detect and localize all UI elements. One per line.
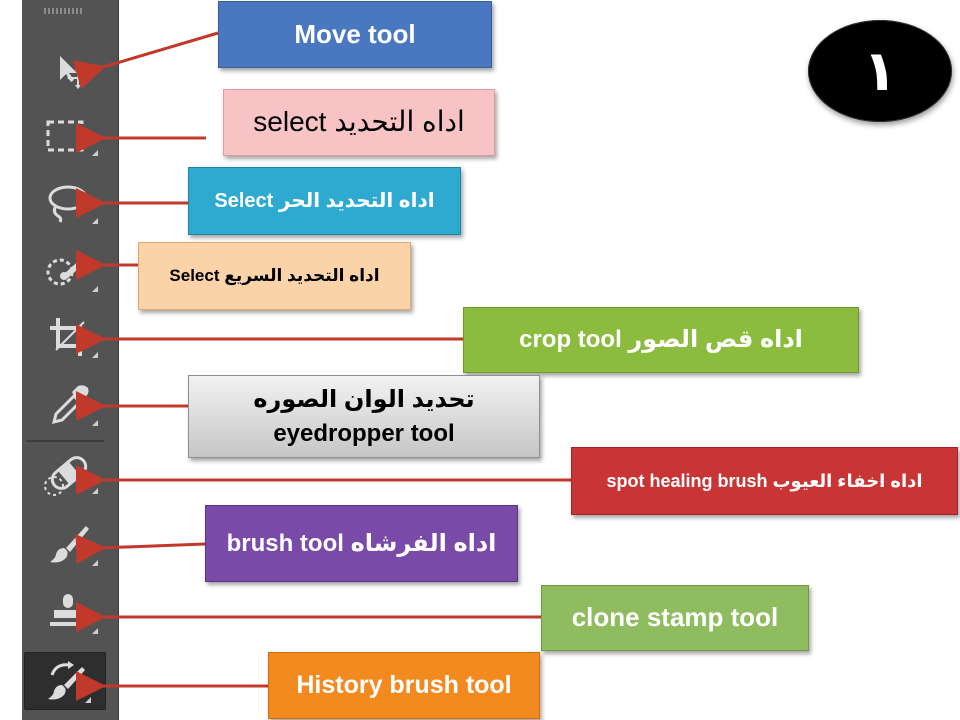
label-lasso-text: Select اداه التحديد الحر [214, 189, 435, 212]
label-clone-text: clone stamp tool [571, 602, 779, 633]
label-crop-text: crop tool اداه قص الصور [519, 326, 803, 354]
slide-number-badge: ١ [808, 20, 952, 122]
label-lasso-tool: Select اداه التحديد الحر [188, 167, 461, 235]
label-eyedropper-line2: eyedropper tool [273, 419, 455, 447]
slide-number: ١ [862, 38, 898, 104]
label-spot-healing-tool: spot healing brush اداه اخفاء العيوب [571, 447, 958, 515]
label-spot-healing-text: spot healing brush اداه اخفاء العيوب [606, 470, 923, 491]
submenu-indicator [92, 420, 98, 426]
label-history-text: History brush tool [296, 671, 512, 700]
arrow-brush [75, 533, 206, 564]
label-brush-tool: brush tool اداه الفرشاه [205, 505, 518, 582]
label-quick-select-text: Select اداه التحديد السريع [169, 266, 380, 286]
rectangular-marquee-icon [46, 120, 84, 152]
label-move-text: Move tool [294, 18, 416, 49]
toolbar-divider [26, 440, 104, 442]
label-select-tool: select اداه التحديد [223, 89, 495, 156]
label-crop-tool: crop tool اداه قص الصور [463, 307, 859, 373]
spot-healing-brush-icon [44, 456, 88, 496]
submenu-indicator [92, 150, 98, 156]
submenu-indicator [92, 286, 98, 292]
label-clone-stamp-tool: clone stamp tool [541, 585, 809, 651]
panel-grip[interactable] [44, 8, 82, 14]
label-brush-text: brush tool اداه الفرشاه [226, 529, 497, 557]
label-eyedropper-tool: تحديد الوان الصوره eyedropper tool [188, 375, 540, 458]
label-history-brush-tool: History brush tool [268, 652, 540, 719]
submenu-indicator [92, 218, 98, 224]
label-move-tool: Move tool [218, 1, 492, 68]
rectangular-marquee-button[interactable] [42, 108, 98, 162]
label-eyedropper-line1: تحديد الوان الصوره [253, 385, 475, 413]
clone-stamp-icon [50, 594, 86, 626]
submenu-indicator [92, 352, 98, 358]
arrow-move [72, 31, 219, 90]
label-select-text: select اداه التحديد [253, 106, 465, 138]
label-quick-select-tool: Select اداه التحديد السريع [138, 242, 411, 310]
